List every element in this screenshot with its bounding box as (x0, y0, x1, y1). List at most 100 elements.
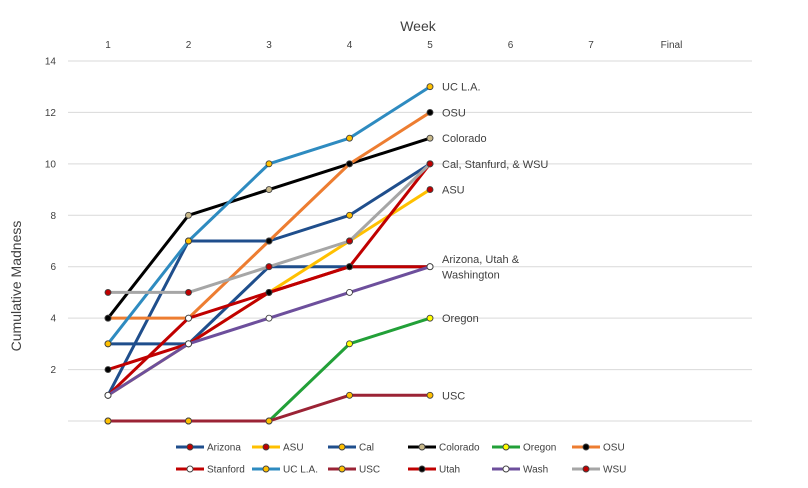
legend-marker (186, 443, 194, 451)
legend-marker (418, 465, 426, 473)
y-tick-label: 10 (45, 159, 57, 170)
legend-label: Arizona (207, 443, 241, 454)
legend-marker (338, 443, 346, 451)
line-annotation: ASU (442, 185, 465, 197)
legend-item-uc-l-a: UC L.A. (252, 465, 318, 476)
legend-label: USC (359, 465, 380, 476)
data-point-oregon (346, 340, 353, 348)
series-wash (104, 263, 434, 399)
legend-item-colorado: Colorado (408, 443, 480, 454)
legend-item-cal: Cal (328, 443, 374, 454)
legend-label: Oregon (523, 443, 556, 454)
data-point-colorado (426, 134, 434, 142)
line-annotation: USC (442, 390, 465, 402)
legend-item-stanford: Stanford (176, 465, 245, 476)
x-tick-label: 5 (427, 40, 433, 51)
data-point-wash (104, 391, 112, 399)
legend-label: Stanford (207, 465, 245, 476)
legend-item-wsu: WSU (572, 465, 626, 476)
data-point-wash (426, 263, 434, 271)
legend-label: ASU (283, 443, 304, 454)
data-point-wsu (426, 160, 434, 168)
data-point-uc-l-a (104, 340, 112, 348)
legend-item-utah: Utah (408, 465, 460, 476)
data-point-uc-l-a (346, 134, 353, 142)
legend-marker (186, 465, 194, 473)
legend-label: UC L.A. (283, 465, 318, 476)
x-tick-labels: 1 2 3 4 5 6 7 Final (105, 40, 682, 51)
data-point-wash (185, 340, 192, 348)
data-point-stanford (185, 314, 192, 322)
data-point-wsu (104, 288, 112, 296)
x-tick-label: 2 (186, 40, 192, 51)
legend-label: Wash (523, 465, 548, 476)
series-stanford (104, 160, 434, 399)
legend-marker (262, 443, 270, 451)
legend-label: Cal (359, 443, 374, 454)
x-tick-label: 6 (508, 40, 514, 51)
x-axis-title: Week (400, 18, 437, 34)
data-point-wsu (265, 263, 273, 271)
data-point-usc (104, 417, 112, 425)
y-tick-label: 14 (45, 57, 57, 68)
series-cal (104, 160, 434, 399)
legend-item-usc: USC (328, 465, 380, 476)
legend-label: Colorado (439, 443, 480, 454)
legend-marker (418, 443, 426, 451)
data-point-utah (346, 263, 353, 271)
series-line-stanford (106, 162, 432, 397)
data-point-wash (265, 314, 273, 322)
legend-marker (262, 465, 270, 473)
legend: Arizona ASU Cal Colorado Oregon OSU Stanford UC… (176, 443, 626, 476)
line-annotation: Arizona, Utah & (442, 254, 520, 266)
y-tick-labels: 2 4 6 8 10 12 14 (45, 57, 57, 377)
data-point-colorado (265, 186, 273, 194)
data-point-cal (346, 211, 353, 219)
line-annotation: Oregon (442, 313, 479, 325)
series-lines (104, 83, 434, 425)
series-wsu (104, 160, 434, 296)
data-point-osu (104, 314, 112, 322)
legend-item-oregon: Oregon (492, 443, 556, 454)
data-point-uc-l-a (265, 160, 273, 168)
data-point-utah (265, 288, 273, 296)
y-tick-label: 6 (50, 262, 56, 273)
legend-marker (338, 465, 346, 473)
legend-item-arizona: Arizona (176, 443, 241, 454)
data-point-asu (426, 186, 434, 194)
y-tick-label: 2 (50, 365, 56, 376)
data-point-osu (265, 237, 273, 245)
y-tick-label: 12 (45, 108, 57, 119)
line-annotation: Washington (442, 269, 500, 281)
x-tick-label: 3 (266, 40, 272, 51)
legend-label: WSU (603, 465, 626, 476)
y-axis-title: Cumulative Madness (8, 221, 24, 352)
data-point-usc (346, 391, 353, 399)
legend-label: Utah (439, 465, 460, 476)
data-point-osu (426, 108, 434, 116)
data-point-utah (104, 366, 112, 374)
gridlines (68, 60, 752, 422)
line-annotations: UC L.A. OSU Colorado Cal, Stanfurd, & WSU AS… (442, 82, 548, 403)
x-tick-label: Final (661, 40, 683, 51)
legend-marker (582, 465, 590, 473)
data-point-oregon (426, 314, 434, 322)
data-point-uc-l-a (185, 237, 192, 245)
line-annotation: OSU (442, 107, 466, 119)
data-point-uc-l-a (426, 83, 434, 91)
data-point-usc (426, 391, 434, 399)
data-point-wash (346, 288, 353, 296)
x-tick-label: 7 (588, 40, 594, 51)
legend-marker (582, 443, 590, 451)
x-tick-label: 4 (347, 40, 353, 51)
legend-marker (502, 443, 510, 451)
data-point-osu (346, 160, 353, 168)
legend-marker (502, 465, 510, 473)
series-line-wsu (106, 162, 432, 294)
line-annotation: Colorado (442, 133, 487, 145)
legend-item-wash: Wash (492, 465, 548, 476)
y-tick-label: 4 (50, 314, 56, 325)
legend-item-osu: OSU (572, 443, 625, 454)
data-point-wsu (185, 288, 192, 296)
